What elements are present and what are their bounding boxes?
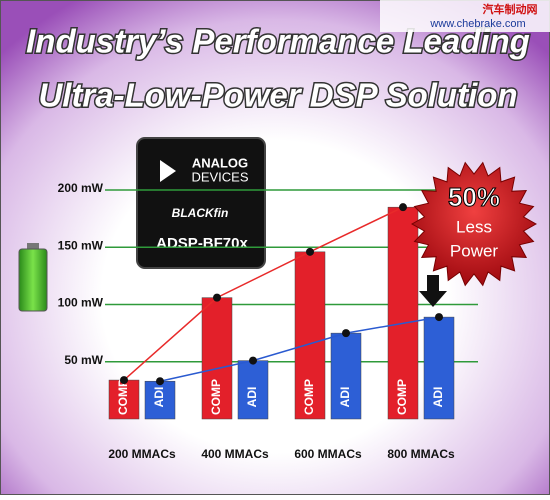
x-tick-label: 200 MMACs (108, 447, 176, 461)
subtitle: Ultra-Low-Power DSP Solution (38, 77, 517, 114)
plot: 50 mW 100 mW 150 mW 200 mW 200 MMACs 400 MMAC… (58, 181, 478, 461)
bar-label: COMP (209, 379, 223, 415)
bar-label: COMP (302, 379, 316, 415)
y-tick-label: 100 mW (58, 296, 104, 310)
y-tick-label: 150 mW (58, 238, 104, 252)
bar (237, 360, 269, 420)
x-tick-label: 800 MMACs (387, 447, 455, 461)
bar (201, 297, 233, 420)
chip-text: BLACKfin (172, 206, 229, 220)
bar (108, 379, 140, 420)
x-tick-label: 400 MMACs (201, 447, 269, 461)
chip-text: ADSP-BF70x (156, 235, 248, 252)
line-point (156, 377, 164, 386)
line-point (120, 376, 128, 385)
badge-text: Power (450, 241, 499, 260)
line-point (249, 356, 257, 365)
badge-text: Less (456, 217, 492, 236)
bar-label: ADI (152, 387, 166, 408)
chip-text: DEVICES (191, 169, 248, 184)
y-tick-label: 50 mW (64, 353, 103, 367)
arrow (419, 275, 447, 307)
bar-label: ADI (245, 387, 259, 408)
line-point (435, 313, 443, 322)
bar-label: ADI (338, 387, 352, 408)
chip-text: ANALOG (192, 155, 248, 170)
badge-value: 50% (448, 182, 500, 212)
watermark: 汽车制动网 (483, 2, 538, 16)
series-line (123, 206, 404, 381)
bar-label: COMP (395, 379, 409, 415)
battery (18, 248, 48, 312)
bar-label: COMP (116, 379, 130, 415)
bar (387, 206, 419, 420)
watermark-box (380, 0, 550, 32)
watermark: www.chebrake.com (429, 18, 525, 30)
bar-label: ADI (431, 387, 445, 408)
y-tick-label: 200 mW (58, 181, 104, 195)
line-point (213, 293, 221, 302)
adi-logo (160, 160, 176, 182)
x-tick-label: 600 MMACs (294, 447, 362, 461)
bar (330, 332, 362, 420)
line-point (342, 329, 350, 338)
battery-cap (27, 243, 39, 249)
bar (423, 316, 455, 420)
starburst (410, 161, 538, 287)
series-line (159, 316, 440, 382)
line-point (399, 203, 407, 212)
line-point (306, 247, 314, 256)
